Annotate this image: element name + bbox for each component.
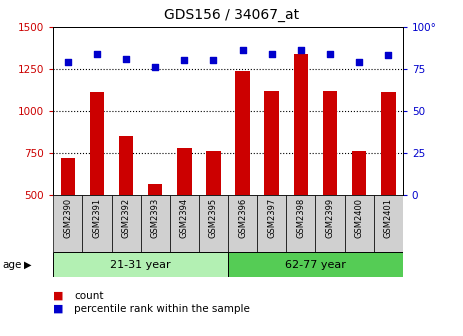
FancyBboxPatch shape — [315, 195, 344, 252]
FancyBboxPatch shape — [374, 195, 403, 252]
Text: GSM2394: GSM2394 — [180, 198, 189, 238]
Point — [268, 51, 275, 56]
Point — [64, 59, 71, 65]
Text: age: age — [2, 260, 22, 269]
FancyBboxPatch shape — [228, 195, 257, 252]
Point — [181, 58, 188, 63]
Bar — [206, 151, 221, 195]
Point — [385, 53, 392, 58]
Text: count: count — [74, 291, 104, 301]
Bar — [352, 151, 366, 195]
FancyBboxPatch shape — [141, 195, 170, 252]
FancyBboxPatch shape — [344, 195, 374, 252]
Text: GSM2397: GSM2397 — [267, 198, 276, 238]
Text: GSM2392: GSM2392 — [122, 198, 131, 238]
FancyBboxPatch shape — [199, 195, 228, 252]
FancyBboxPatch shape — [112, 195, 141, 252]
Text: GSM2395: GSM2395 — [209, 198, 218, 238]
Bar — [177, 148, 192, 195]
Point — [297, 48, 305, 53]
Text: GSM2396: GSM2396 — [238, 198, 247, 238]
Bar — [90, 92, 104, 195]
Bar — [61, 158, 75, 195]
FancyBboxPatch shape — [257, 195, 286, 252]
Bar — [228, 252, 403, 277]
Text: 62-77 year: 62-77 year — [285, 260, 346, 269]
Bar — [148, 184, 163, 195]
Point — [326, 51, 334, 56]
Text: GSM2393: GSM2393 — [150, 198, 160, 238]
Bar — [119, 136, 133, 195]
Text: percentile rank within the sample: percentile rank within the sample — [74, 304, 250, 314]
Point — [210, 58, 217, 63]
Bar — [381, 92, 395, 195]
Bar — [323, 91, 337, 195]
Text: 21-31 year: 21-31 year — [110, 260, 171, 269]
FancyBboxPatch shape — [53, 195, 82, 252]
FancyBboxPatch shape — [82, 195, 112, 252]
Text: ■: ■ — [53, 304, 64, 314]
Bar — [294, 54, 308, 195]
FancyBboxPatch shape — [170, 195, 199, 252]
Text: GSM2399: GSM2399 — [325, 198, 334, 238]
Bar — [53, 252, 228, 277]
Point — [122, 56, 130, 61]
Text: GSM2400: GSM2400 — [355, 198, 363, 238]
Point — [151, 65, 159, 70]
Text: GSM2391: GSM2391 — [93, 198, 101, 238]
Text: GSM2390: GSM2390 — [63, 198, 72, 238]
Point — [356, 59, 363, 65]
Text: GSM2401: GSM2401 — [384, 198, 393, 238]
Text: GDS156 / 34067_at: GDS156 / 34067_at — [164, 8, 299, 23]
Point — [239, 48, 246, 53]
Text: GSM2398: GSM2398 — [296, 198, 306, 238]
Point — [93, 51, 100, 56]
Bar — [264, 91, 279, 195]
FancyBboxPatch shape — [286, 195, 315, 252]
Bar — [235, 71, 250, 195]
Text: ▶: ▶ — [24, 260, 31, 269]
Text: ■: ■ — [53, 291, 64, 301]
